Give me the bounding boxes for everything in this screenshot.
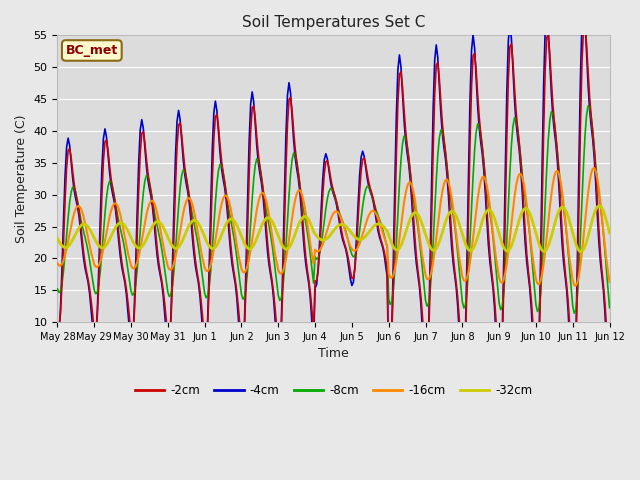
Line: -32cm: -32cm — [58, 205, 609, 252]
-2cm — [387, 357, 394, 362]
-8cm — [399, 141, 406, 146]
-32cm — [577, 249, 584, 255]
-8cm — [584, 103, 592, 108]
-16cm — [590, 165, 598, 171]
-4cm — [605, 403, 613, 409]
-8cm — [156, 237, 164, 243]
-32cm — [399, 239, 406, 245]
Line: -16cm: -16cm — [58, 168, 609, 286]
-4cm — [368, 193, 376, 199]
-4cm — [156, 272, 164, 277]
-2cm — [69, 169, 77, 175]
Legend: -2cm, -4cm, -8cm, -16cm, -32cm: -2cm, -4cm, -8cm, -16cm, -32cm — [130, 380, 537, 402]
-4cm — [54, 336, 61, 342]
-2cm — [581, 23, 589, 28]
-16cm — [572, 283, 580, 288]
-16cm — [605, 279, 613, 285]
-32cm — [387, 237, 394, 242]
-2cm — [156, 269, 164, 275]
Line: -8cm: -8cm — [58, 106, 609, 313]
-4cm — [538, 166, 546, 171]
-8cm — [605, 305, 613, 311]
-4cm — [580, 2, 588, 8]
Line: -2cm: -2cm — [58, 25, 609, 383]
X-axis label: Time: Time — [318, 348, 349, 360]
Y-axis label: Soil Temperature (C): Soil Temperature (C) — [15, 114, 28, 243]
-8cm — [387, 301, 394, 307]
-2cm — [368, 191, 376, 196]
-8cm — [570, 311, 578, 316]
-16cm — [69, 216, 77, 222]
-4cm — [69, 176, 77, 181]
Title: Soil Temperatures Set C: Soil Temperatures Set C — [242, 15, 425, 30]
-32cm — [54, 235, 61, 241]
-32cm — [605, 230, 613, 236]
-8cm — [368, 192, 376, 198]
-8cm — [54, 286, 61, 292]
-16cm — [54, 260, 61, 266]
-8cm — [538, 267, 546, 273]
Line: -4cm: -4cm — [58, 5, 609, 406]
-2cm — [538, 209, 546, 215]
-4cm — [387, 365, 394, 371]
-2cm — [399, 84, 406, 90]
-4cm — [399, 90, 406, 96]
-2cm — [54, 325, 61, 331]
-16cm — [399, 211, 406, 217]
-32cm — [156, 220, 164, 226]
-2cm — [605, 380, 613, 386]
-16cm — [387, 275, 394, 280]
-16cm — [538, 271, 546, 277]
-16cm — [156, 226, 164, 231]
-32cm — [538, 247, 546, 253]
-8cm — [69, 184, 77, 190]
Text: BC_met: BC_met — [66, 44, 118, 57]
-32cm — [368, 226, 376, 231]
-32cm — [595, 203, 603, 208]
-16cm — [368, 208, 376, 214]
-32cm — [69, 237, 77, 242]
